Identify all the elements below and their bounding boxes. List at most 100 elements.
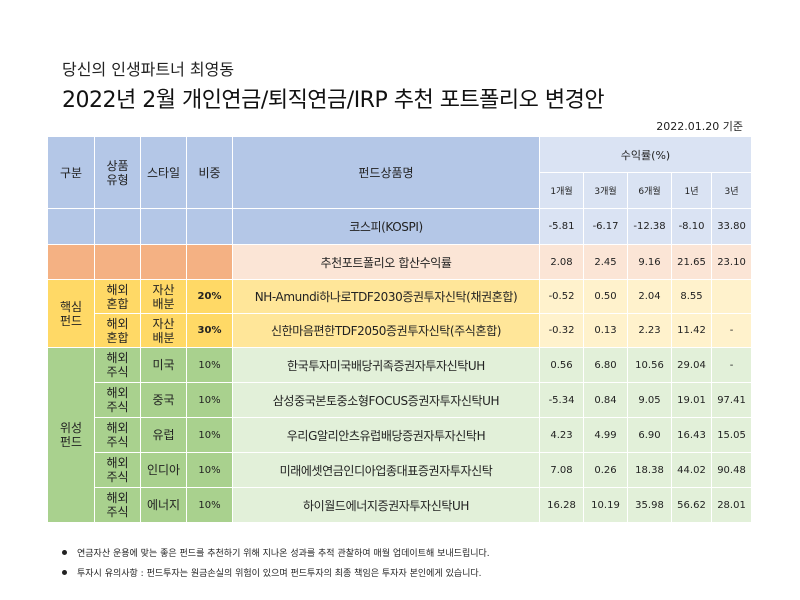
style-line1: 자산 bbox=[152, 282, 175, 297]
core-fund-label: 핵심 펀드 bbox=[47, 279, 95, 348]
return-3m: 2.45 bbox=[583, 244, 628, 280]
note-text: 투자시 유의사항 : 펀드투자는 원금손실의 위험이 있으며 펀드투자의 최종 … bbox=[77, 568, 482, 579]
style: 미국 bbox=[140, 347, 187, 383]
return-1y: 11.42 bbox=[671, 313, 712, 348]
header-style: 스타일 bbox=[140, 136, 187, 209]
product-type: 해외 주식 bbox=[94, 452, 141, 488]
table-row: 해외 혼합 자산 배분 30% 신한마음편한TDF2050증권투자신탁(주식혼합… bbox=[48, 313, 753, 348]
header-returns: 수익률(%) bbox=[538, 136, 753, 173]
table-row: 해외 주식 에너지 10% 하이월드에너지증권자투자신탁UH 16.28 10.… bbox=[48, 487, 753, 523]
return-3y: 15.05 bbox=[710, 417, 753, 453]
return-6m: 9.05 bbox=[627, 382, 672, 418]
return-6m: 18.38 bbox=[627, 452, 672, 488]
page-title: 2022년 2월 개인연금/퇴직연금/IRP 추천 포트폴리오 변경안 bbox=[62, 88, 605, 113]
bullet-icon bbox=[62, 569, 67, 575]
style: 에너지 bbox=[140, 487, 187, 523]
product-type-line2: 혼합 bbox=[106, 330, 129, 345]
product-type-line2: 주식 bbox=[106, 435, 129, 449]
return-3y: 97.41 bbox=[710, 382, 753, 418]
return-6m: -12.38 bbox=[627, 208, 672, 245]
product-type-line2: 주식 bbox=[106, 505, 129, 519]
weight: 10% bbox=[186, 487, 233, 523]
return-1y: 56.62 bbox=[671, 487, 712, 523]
table-row: 해외 주식 인디아 10% 미래에셋연금인디아업종대표증권자투자신탁 7.08 … bbox=[48, 452, 753, 488]
return-6m: 2.04 bbox=[627, 279, 672, 314]
table-row-recommended: 추천포트폴리오 합산수익률 2.08 2.45 9.16 21.65 23.10 bbox=[47, 244, 753, 280]
return-1m: 7.08 bbox=[539, 452, 584, 488]
product-type-line2: 혼합 bbox=[106, 296, 129, 311]
product-type-line1: 해외 bbox=[106, 456, 129, 470]
fund-name: 한국투자미국배당귀족증권자투자신탁UH bbox=[232, 347, 540, 383]
return-3m: -6.17 bbox=[583, 208, 628, 245]
header-period-6m: 6개월 bbox=[627, 172, 672, 209]
empty-cell bbox=[186, 208, 233, 245]
product-type: 해외 혼합 bbox=[94, 313, 141, 348]
weight: 30% bbox=[186, 313, 233, 348]
return-6m: 35.98 bbox=[627, 487, 672, 523]
return-1y: -8.10 bbox=[671, 208, 712, 245]
kospi-name: 코스피(KOSPI) bbox=[232, 208, 540, 245]
return-3m: 0.84 bbox=[583, 382, 628, 418]
product-type-line1: 해외 bbox=[106, 282, 129, 297]
empty-cell bbox=[140, 208, 187, 245]
header-weight: 비중 bbox=[186, 136, 233, 209]
weight: 10% bbox=[186, 347, 233, 383]
return-3m: 0.13 bbox=[583, 313, 628, 348]
table-row: 위성 펀드 해외 주식 미국 10% 한국투자미국배당귀족증권자투자신탁UH 0… bbox=[47, 347, 753, 523]
return-3y: 28.01 bbox=[710, 487, 753, 523]
header-period-1m: 1개월 bbox=[539, 172, 584, 209]
product-type: 해외 주식 bbox=[94, 417, 141, 453]
product-type-line2: 주식 bbox=[106, 400, 129, 414]
empty-cell bbox=[140, 244, 187, 280]
satellite-fund-label: 위성 펀드 bbox=[47, 347, 95, 523]
return-6m: 10.56 bbox=[627, 347, 672, 383]
header-fund-name: 펀드상품명 bbox=[232, 136, 540, 209]
return-3y bbox=[710, 279, 753, 314]
return-3m: 6.80 bbox=[583, 347, 628, 383]
header-product-type-line1: 상품 bbox=[106, 158, 129, 173]
as-of-date: 2022.01.20 기준 bbox=[656, 120, 743, 133]
empty-cell bbox=[47, 244, 95, 280]
fund-name: NH-Amundi하나로TDF2030증권투자신탁(채권혼합) bbox=[232, 279, 540, 314]
table-row-kospi: 코스피(KOSPI) -5.81 -6.17 -12.38 -8.10 33.8… bbox=[47, 208, 753, 245]
recommended-name: 추천포트폴리오 합산수익률 bbox=[232, 244, 540, 280]
weight: 10% bbox=[186, 452, 233, 488]
return-3m: 10.19 bbox=[583, 487, 628, 523]
notes: 연금자산 운용에 맞는 좋은 펀드를 추천하기 위해 지나온 성과를 추적 관찰… bbox=[62, 542, 490, 582]
product-type-line1: 해외 bbox=[106, 351, 129, 365]
portfolio-table: 구분 상품 유형 스타일 비중 펀드상품명 수익률(%) 1개월 3개월 6개월… bbox=[47, 136, 753, 523]
return-1y: 19.01 bbox=[671, 382, 712, 418]
return-1m: 0.56 bbox=[539, 347, 584, 383]
table-row: 핵심 펀드 해외 혼합 자산 배분 20% NH-Amundi하나로TDF203… bbox=[47, 279, 753, 348]
product-type-line1: 해외 bbox=[106, 421, 129, 435]
return-1m: 2.08 bbox=[539, 244, 584, 280]
note-item: 연금자산 운용에 맞는 좋은 펀드를 추천하기 위해 지나온 성과를 추적 관찰… bbox=[62, 542, 490, 562]
product-type-line2: 주식 bbox=[106, 365, 129, 379]
empty-cell bbox=[94, 244, 141, 280]
empty-cell bbox=[186, 244, 233, 280]
return-1y: 44.02 bbox=[671, 452, 712, 488]
return-3y: 90.48 bbox=[710, 452, 753, 488]
table-row: 해외 주식 중국 10% 삼성중국본토중소형FOCUS증권자투자신탁UH -5.… bbox=[48, 382, 753, 418]
product-type: 해외 혼합 bbox=[94, 279, 141, 314]
return-6m: 2.23 bbox=[627, 313, 672, 348]
return-1m: 16.28 bbox=[539, 487, 584, 523]
core-label-line2: 펀드 bbox=[59, 313, 83, 328]
product-type: 해외 주식 bbox=[94, 382, 141, 418]
empty-cell bbox=[47, 208, 95, 245]
empty-cell bbox=[94, 208, 141, 245]
return-3y: - bbox=[710, 313, 753, 348]
style: 인디아 bbox=[140, 452, 187, 488]
fund-name: 미래에셋연금인디아업종대표증권자투자신탁 bbox=[232, 452, 540, 488]
satellite-label-line2: 펀드 bbox=[59, 435, 83, 449]
return-1m: -0.52 bbox=[539, 279, 584, 314]
header-category: 구분 bbox=[47, 136, 95, 209]
style-line1: 자산 bbox=[152, 316, 175, 331]
return-3y: 23.10 bbox=[710, 244, 753, 280]
fund-name: 하이월드에너지증권자투자신탁UH bbox=[232, 487, 540, 523]
fund-name: 우리G알리안츠유럽배당증권자투자신탁H bbox=[232, 417, 540, 453]
style-line2: 배분 bbox=[152, 296, 175, 311]
style-line2: 배분 bbox=[152, 330, 175, 345]
return-3y: - bbox=[710, 347, 753, 383]
note-item: 투자시 유의사항 : 펀드투자는 원금손실의 위험이 있으며 펀드투자의 최종 … bbox=[62, 562, 490, 582]
